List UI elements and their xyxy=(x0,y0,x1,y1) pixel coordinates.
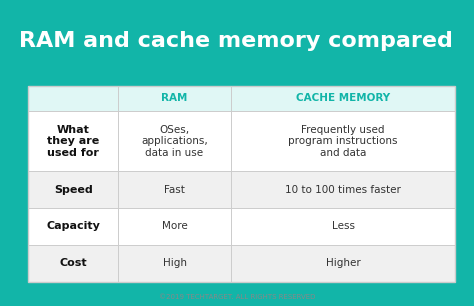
Text: 10 to 100 times faster: 10 to 100 times faster xyxy=(285,185,401,195)
Text: Speed: Speed xyxy=(54,185,92,195)
Text: Frequently used
program instructions
and data: Frequently used program instructions and… xyxy=(288,125,398,158)
Text: Higher: Higher xyxy=(326,258,360,268)
Bar xyxy=(28,208,455,245)
Bar xyxy=(28,86,455,111)
Text: More: More xyxy=(162,222,187,231)
Text: What
they are
used for: What they are used for xyxy=(47,125,100,158)
Bar xyxy=(28,245,455,282)
Text: Cost: Cost xyxy=(59,258,87,268)
Bar xyxy=(28,111,455,171)
Text: Less: Less xyxy=(331,222,355,231)
Bar xyxy=(28,86,455,282)
Text: Capacity: Capacity xyxy=(46,222,100,231)
Text: OSes,
applications,
data in use: OSes, applications, data in use xyxy=(141,125,208,158)
Text: Fast: Fast xyxy=(164,185,185,195)
Text: RAM and cache memory compared: RAM and cache memory compared xyxy=(19,31,453,50)
Text: CACHE MEMORY: CACHE MEMORY xyxy=(296,93,390,103)
Bar xyxy=(28,171,455,208)
Text: ©2019 TECHTARGET. ALL RIGHTS RESERVED: ©2019 TECHTARGET. ALL RIGHTS RESERVED xyxy=(159,294,315,300)
Text: High: High xyxy=(163,258,187,268)
Text: RAM: RAM xyxy=(161,93,188,103)
Bar xyxy=(28,86,455,282)
